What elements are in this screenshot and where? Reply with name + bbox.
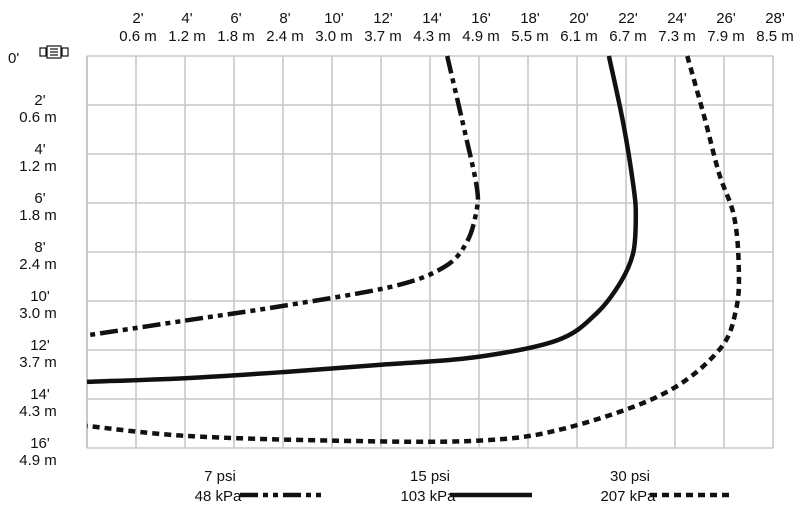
y-tick-label-m: 2.4 m [19,256,57,273]
x-tick-label-ft: 12' [373,10,393,27]
y-tick-label-ft: 8' [34,239,45,256]
x-tick-label-m: 4.9 m [462,28,500,45]
y-tick-labels: 2'0.6 m 4'1.2 m 6'1.8 m 8'2.4 m 10'3.0 m 12'3… [19,92,57,469]
x-tick-label-m: 3.0 m [315,28,353,45]
legend-label-imperial: 30 psi [610,468,650,485]
y-tick-label-ft: 2' [34,92,45,109]
legend: 7 psi 48 kPa 15 psi 103 kPa 30 psi 207 kPa [195,468,732,505]
x-tick-label-ft: 18' [520,10,540,27]
x-tick-label-m: 0.6 m [119,28,157,45]
x-tick-label-m: 3.7 m [364,28,402,45]
y-tick-label-ft: 16' [30,435,50,452]
x-tick-label-ft: 8' [279,10,290,27]
x-tick-label-m: 2.4 m [266,28,304,45]
y-tick-label-ft: 10' [30,288,50,305]
x-tick-label-ft: 2' [132,10,143,27]
series-line-15-psi [86,55,639,385]
y-tick-label-m: 4.3 m [19,403,57,420]
legend-label-metric: 48 kPa [195,488,242,505]
legend-label-metric: 103 kPa [400,488,456,505]
sprinkler-icon [39,45,69,59]
x-tick-label-m: 1.2 m [168,28,206,45]
x-tick-label-m: 7.3 m [658,28,696,45]
y-tick-label-m: 1.2 m [19,158,57,175]
series-line-30-psi [86,55,742,445]
y-tick-label-m: 3.7 m [19,354,57,371]
origin-marker: 0' [8,45,69,67]
y-origin-label: 0' [8,50,19,67]
legend-label-imperial: 15 psi [410,468,450,485]
x-tick-label-m: 8.5 m [756,28,794,45]
x-tick-labels: 2'0.6 m 4'1.2 m 6'1.8 m 8'2.4 m 10'3.0 m 12'3… [119,10,794,45]
x-tick-label-ft: 16' [471,10,491,27]
series-lines [86,55,742,445]
x-tick-label-m: 6.7 m [609,28,647,45]
x-tick-label-ft: 20' [569,10,589,27]
y-tick-label-m: 4.9 m [19,452,57,469]
x-tick-label-m: 5.5 m [511,28,549,45]
x-tick-label-ft: 14' [422,10,442,27]
grid [86,55,774,449]
x-tick-label-m: 4.3 m [413,28,451,45]
series-line-7-psi [86,55,481,338]
x-tick-label-ft: 4' [181,10,192,27]
x-tick-label-m: 7.9 m [707,28,745,45]
x-tick-label-m: 6.1 m [560,28,598,45]
legend-label-metric: 207 kPa [600,488,656,505]
y-tick-label-ft: 6' [34,190,45,207]
x-tick-label-ft: 28' [765,10,785,27]
x-tick-label-ft: 26' [716,10,736,27]
x-tick-label-ft: 6' [230,10,241,27]
y-tick-label-ft: 14' [30,386,50,403]
y-tick-label-m: 0.6 m [19,109,57,126]
x-tick-label-ft: 10' [324,10,344,27]
x-tick-label-m: 1.8 m [217,28,255,45]
x-tick-label-ft: 24' [667,10,687,27]
y-tick-label-m: 3.0 m [19,305,57,322]
legend-label-imperial: 7 psi [204,468,236,485]
y-tick-label-ft: 12' [30,337,50,354]
x-tick-label-ft: 22' [618,10,638,27]
y-tick-label-ft: 4' [34,141,45,158]
y-tick-label-m: 1.8 m [19,207,57,224]
